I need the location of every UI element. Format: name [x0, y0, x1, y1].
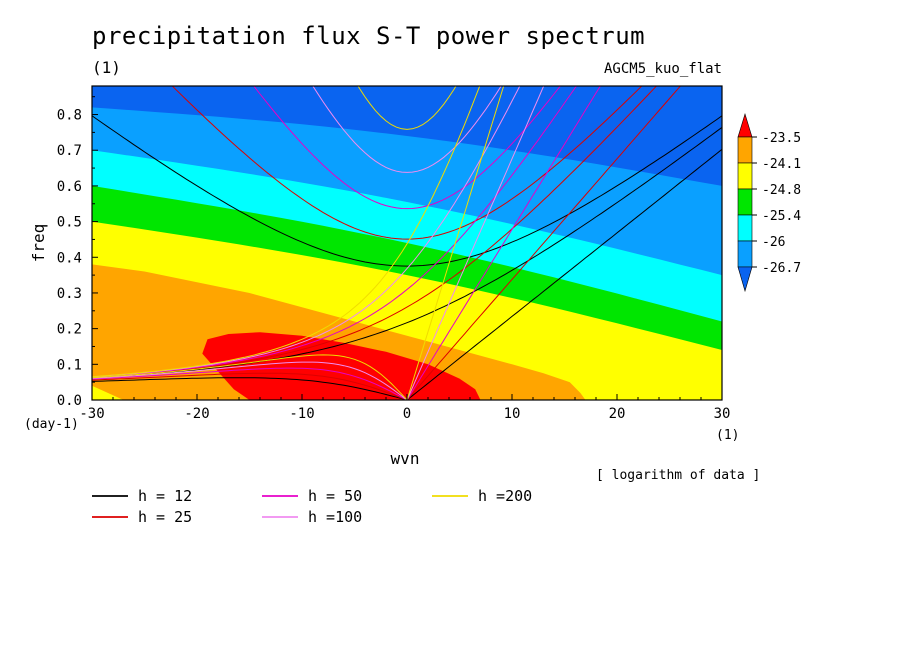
colorbar-label: -24.1 — [762, 157, 801, 172]
rossby-wave-curve — [92, 367, 408, 400]
x-tick-label: -30 — [79, 406, 104, 422]
y-tick-label: 0.3 — [57, 286, 82, 302]
x-unit-label: (1) — [716, 428, 739, 443]
kelvin-wave-curve — [406, 86, 545, 400]
colorbar-label: -23.5 — [762, 131, 801, 146]
colorbar-bottom-arrow — [737, 266, 753, 293]
x-tick-label: 30 — [714, 406, 731, 422]
rossby-wave-curve — [92, 361, 408, 400]
x-tick-label: 10 — [504, 406, 521, 422]
legend-label: h = 25 — [138, 508, 192, 526]
y-tick-label: 0.5 — [57, 215, 82, 231]
y-axis-label: freq — [29, 224, 48, 263]
y-tick-label: 0.6 — [57, 179, 82, 195]
gravity-wave-curve — [253, 86, 561, 210]
dispersion-3 — [92, 86, 545, 400]
kelvin-wave-curve — [406, 86, 505, 400]
colorbar-label: -26 — [762, 235, 785, 250]
colorbar-label: -26.7 — [762, 261, 801, 276]
dispersion-1 — [92, 86, 682, 400]
gravity-wave-curve — [312, 86, 502, 173]
rossby-wave-curve — [92, 354, 408, 400]
y-tick-label: 0.4 — [57, 250, 82, 266]
gravity-wave-curve — [357, 86, 457, 130]
dispersion-2 — [92, 86, 601, 400]
y-tick-label: 0.1 — [57, 357, 82, 373]
legend-label: h = 12 — [138, 487, 192, 505]
legend-label: h = 50 — [308, 487, 362, 505]
dispersion-0 — [92, 115, 722, 400]
mrg-wave-curve — [92, 86, 521, 378]
y-tick-label: 0.0 — [57, 393, 82, 409]
chart-title: precipitation flux S-T power spectrum — [92, 22, 646, 50]
legend-label: h =200 — [478, 487, 532, 505]
kelvin-wave-curve — [406, 86, 601, 400]
x-tick-label: -20 — [184, 406, 209, 422]
colorbar-segment — [737, 214, 753, 242]
y-tick-label: 0.7 — [57, 143, 82, 159]
mrg-wave-curve — [92, 86, 578, 378]
kelvin-wave-curve — [406, 86, 682, 400]
rossby-wave-curve — [92, 372, 408, 400]
plot-area — [92, 86, 722, 400]
legend-label: h =100 — [308, 508, 362, 526]
colorbar-top-arrow — [737, 112, 753, 138]
y-tick-label: 0.2 — [57, 322, 82, 338]
colorbar-label: -25.4 — [762, 209, 801, 224]
dispersion-4 — [92, 86, 505, 400]
x-tick-label: 0 — [403, 406, 411, 422]
colorbar-segment — [737, 240, 753, 268]
x-axis-label: wvn — [391, 449, 420, 468]
mrg-wave-curve — [92, 86, 658, 378]
mrg-wave-curve — [92, 126, 722, 379]
x-tick-label: 20 — [609, 406, 626, 422]
gravity-wave-curve — [92, 115, 722, 267]
kelvin-wave-curve — [406, 148, 722, 400]
log-note: [ logarithm of data ] — [596, 468, 761, 483]
y-unit-label: (day-1) — [24, 417, 79, 432]
x-tick-label: -10 — [289, 406, 314, 422]
mrg-wave-curve — [92, 86, 481, 378]
model-label: AGCM5_kuo_flat — [603, 61, 722, 77]
colorbar-label: -24.8 — [762, 183, 801, 198]
colorbar-segment — [737, 162, 753, 190]
rossby-wave-curve — [92, 377, 408, 400]
gravity-wave-curve — [171, 86, 643, 240]
colorbar-segment — [737, 188, 753, 216]
band-red — [202, 332, 481, 400]
y-tick-label: 0.8 — [57, 108, 82, 124]
units-label: (1) — [92, 58, 121, 77]
colorbar-segment — [737, 136, 753, 164]
